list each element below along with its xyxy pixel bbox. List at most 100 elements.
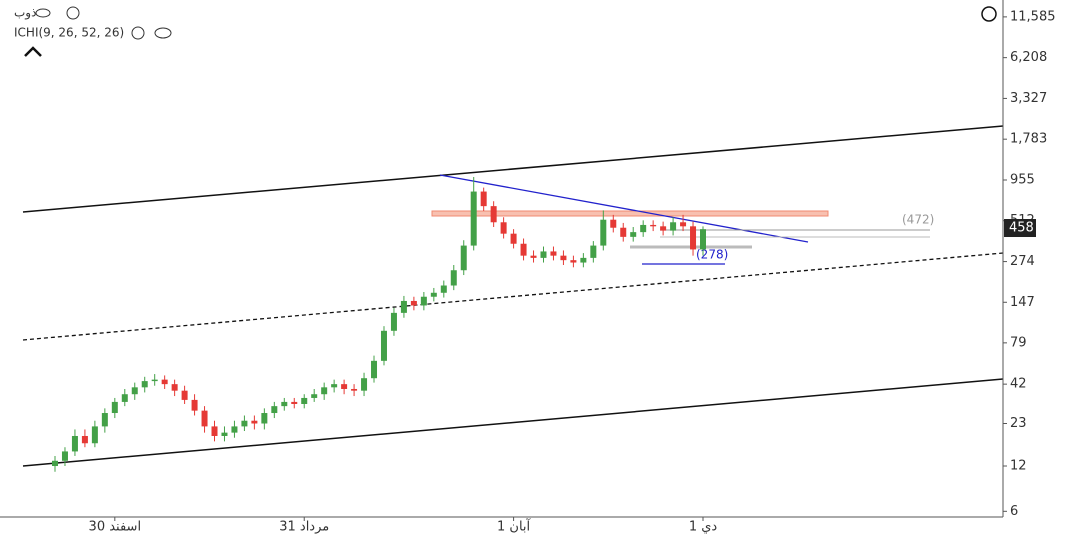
- candle-body: [211, 426, 218, 436]
- candle-body: [311, 394, 318, 398]
- candle-body: [580, 257, 587, 263]
- candle-body: [570, 260, 577, 263]
- y-tick-label: 42: [1010, 377, 1027, 392]
- candle-body: [520, 243, 527, 256]
- candle-body: [121, 394, 128, 402]
- last-price-box: [1004, 219, 1036, 238]
- y-tick-label: 12: [1010, 459, 1027, 474]
- candle-body: [650, 224, 657, 227]
- visibility-icon[interactable]: [35, 8, 51, 18]
- x-tick-label: 30 اسفند: [89, 520, 142, 535]
- candle-body: [400, 300, 407, 313]
- trend-line: [439, 174, 809, 243]
- candle-body: [430, 292, 437, 297]
- candle-body: [480, 191, 487, 207]
- candle-body: [630, 232, 637, 237]
- candle-body: [161, 379, 168, 385]
- candle-body: [241, 420, 248, 427]
- candle-body: [420, 296, 427, 306]
- y-tick-label: 6: [1010, 504, 1018, 519]
- candle-body: [301, 397, 308, 404]
- candle-body: [590, 245, 597, 258]
- symbol: ذوب: [14, 6, 36, 21]
- candle-body: [151, 379, 158, 382]
- candle-body: [660, 226, 667, 231]
- candle-body: [281, 401, 288, 407]
- candle-body: [201, 410, 208, 427]
- candle-body: [620, 227, 627, 237]
- settings-icon[interactable]: [131, 26, 145, 40]
- x-tick-label: 1 آبان: [497, 518, 532, 535]
- indicator: ICHI(9, 26, 52, 26): [14, 26, 124, 40]
- candle-body: [450, 270, 457, 286]
- candle-body: [700, 229, 706, 250]
- y-tick-label: 274: [1010, 254, 1035, 269]
- candle-body: [560, 255, 567, 261]
- resistance-zone: [431, 210, 829, 217]
- candle-body: [251, 420, 258, 424]
- candle-body: [540, 251, 547, 258]
- annotation: (278): [696, 248, 728, 262]
- candle-body: [141, 381, 148, 388]
- candle-body: [71, 435, 78, 452]
- candle-body: [191, 399, 198, 411]
- candle-body: [231, 426, 238, 433]
- candle-body: [610, 219, 617, 228]
- candle-body: [101, 413, 108, 427]
- y-tick-label: 955: [1010, 172, 1035, 187]
- candle-body: [600, 219, 607, 246]
- settings-icon[interactable]: [66, 6, 80, 20]
- candle-body: [81, 435, 88, 444]
- candle-body: [490, 206, 497, 223]
- candle-body: [52, 460, 58, 467]
- candle-body: [321, 387, 328, 395]
- candle-body: [91, 426, 98, 444]
- candle-body: [390, 312, 397, 331]
- candle-body: [410, 300, 417, 306]
- channel-top: [22, 125, 1004, 213]
- y-tick-label: 6,208: [1010, 50, 1047, 65]
- candle-body: [550, 251, 557, 256]
- candle-body: [271, 406, 278, 414]
- x-tick-label: 31 مرداد: [279, 520, 329, 535]
- candle-body: [640, 224, 647, 233]
- candle-body: [181, 390, 188, 400]
- candle-body: [351, 388, 358, 391]
- y-tick-label: 79: [1010, 335, 1027, 350]
- y-tick-label: 147: [1010, 295, 1035, 310]
- candle-body: [111, 401, 118, 414]
- candle-body: [470, 191, 477, 246]
- candle-body: [500, 222, 507, 234]
- x-tick-label: 1 دي: [689, 520, 718, 535]
- candle-body: [341, 384, 348, 389]
- y-tick-label: 3,327: [1010, 91, 1047, 106]
- candle-body: [171, 384, 178, 391]
- collapse-button[interactable]: [24, 46, 42, 57]
- candle-body: [680, 222, 687, 227]
- candle-body: [530, 255, 537, 258]
- channel-mid: [22, 252, 1004, 341]
- candle-body: [291, 401, 298, 404]
- candle-body: [361, 378, 368, 391]
- candle-body: [331, 384, 338, 388]
- channel-bottom: [22, 378, 1004, 467]
- annotation: (472): [902, 213, 934, 227]
- candle-body: [221, 432, 228, 436]
- hide-icon[interactable]: [154, 27, 172, 39]
- candle-body: [380, 330, 387, 361]
- candle-body: [440, 285, 447, 293]
- candle-body: [131, 387, 138, 395]
- candle-body: [261, 413, 268, 424]
- candle-body: [670, 222, 677, 231]
- y-tick-label: 1,783: [1010, 132, 1047, 147]
- candle-body: [61, 451, 68, 461]
- candle-body: [510, 233, 517, 244]
- candle-body: [690, 226, 697, 250]
- candle-body: [460, 245, 467, 271]
- y-tick-label: 11,585: [1010, 9, 1056, 24]
- crosshair-button[interactable]: [981, 6, 997, 22]
- candle-body: [371, 360, 378, 379]
- last-price-label: 458: [1009, 221, 1034, 236]
